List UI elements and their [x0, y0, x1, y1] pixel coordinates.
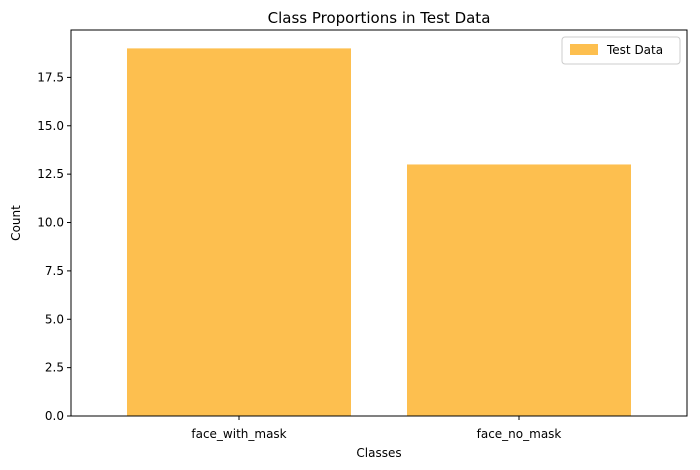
y-tick-label: 0.0: [45, 409, 64, 423]
y-axis-ticks: 0.0 2.5 5.0 7.5 10.0 12.5 15.0 17.5: [37, 70, 71, 423]
bars-group: [127, 48, 631, 416]
legend-frame: [561, 36, 681, 65]
chart-title: Class Proportions in Test Data: [268, 9, 491, 27]
y-tick-label: 5.0: [45, 312, 64, 326]
bar-face_no_mask: [407, 164, 631, 416]
plot-frame: [70, 29, 688, 417]
y-tick-label: 12.5: [37, 167, 64, 181]
y-tick-label: 7.5: [45, 264, 64, 278]
legend-label: Test Data: [606, 43, 663, 57]
bar-face_with_mask: [127, 48, 351, 416]
y-tick-label: 2.5: [45, 361, 64, 375]
y-axis-label: Count: [9, 205, 23, 241]
legend-swatch: [570, 44, 598, 55]
x-tick-label: face_with_mask: [191, 427, 286, 441]
y-tick-label: 17.5: [37, 70, 64, 84]
x-axis-ticks: face_with_mask face_no_mask: [191, 416, 561, 441]
x-tick-label: face_no_mask: [477, 427, 562, 441]
x-axis-label: Classes: [356, 446, 401, 460]
legend: Test Data: [561, 36, 681, 65]
y-tick-label: 10.0: [37, 216, 64, 230]
y-tick-label: 15.0: [37, 119, 64, 133]
